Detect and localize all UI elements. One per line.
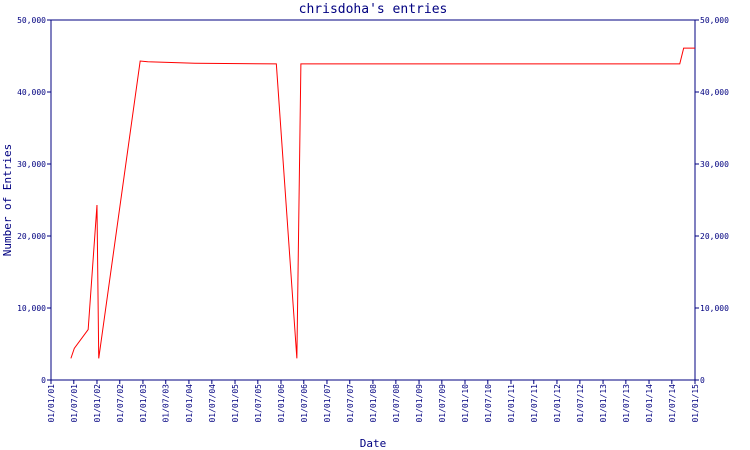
x-tick-label: 01/07/11 bbox=[530, 384, 539, 423]
y2-tick-label: 10,000 bbox=[700, 304, 729, 313]
x-tick-label: 01/01/05 bbox=[231, 384, 240, 423]
x-tick-label: 01/01/08 bbox=[369, 384, 378, 423]
x-tick-label: 01/07/01 bbox=[70, 384, 79, 423]
x-tick-label: 01/01/07 bbox=[323, 384, 332, 423]
y2-tick-label: 20,000 bbox=[700, 232, 729, 241]
x-tick-label: 01/07/04 bbox=[208, 384, 217, 423]
y-tick-label: 20,000 bbox=[17, 232, 46, 241]
x-tick-label: 01/01/11 bbox=[507, 384, 516, 423]
plot-frame bbox=[50, 19, 696, 381]
x-tick-label: 01/07/06 bbox=[300, 384, 309, 423]
x-tick-label: 01/07/07 bbox=[346, 384, 355, 423]
y-tick-label: 10,000 bbox=[17, 304, 46, 313]
x-tick-label: 01/01/13 bbox=[599, 384, 608, 423]
x-tick-label: 01/07/08 bbox=[392, 384, 401, 423]
x-tick-label: 01/07/09 bbox=[438, 384, 447, 423]
x-tick-label: 01/07/13 bbox=[622, 384, 631, 423]
data-line bbox=[70, 47, 695, 359]
x-tick-label: 01/01/09 bbox=[415, 384, 424, 423]
x-tick-label: 01/07/02 bbox=[116, 384, 125, 423]
y-tick-label: 0 bbox=[41, 376, 46, 385]
x-tick-label: 01/01/02 bbox=[93, 384, 102, 423]
x-tick-label: 01/01/14 bbox=[645, 384, 654, 423]
x-tick-label: 01/01/10 bbox=[461, 384, 470, 423]
y2-tick-label: 50,000 bbox=[700, 16, 729, 25]
x-tick-label: 01/01/04 bbox=[185, 384, 194, 423]
x-tick-label: 01/01/12 bbox=[553, 384, 562, 423]
chart-title: chrisdoha's entries bbox=[299, 2, 448, 17]
y-tick-label: 40,000 bbox=[17, 88, 46, 97]
y-tick-label: 50,000 bbox=[17, 16, 46, 25]
y2-tick-label: 30,000 bbox=[700, 160, 729, 169]
x-tick-label: 01/01/15 bbox=[691, 384, 700, 423]
x-tick-label: 01/01/06 bbox=[277, 384, 286, 423]
x-axis-label: Date bbox=[360, 437, 387, 450]
y-tick-label: 30,000 bbox=[17, 160, 46, 169]
x-tick-label: 01/07/10 bbox=[484, 384, 493, 423]
x-tick-label: 01/01/01 bbox=[47, 384, 56, 423]
x-tick-label: 01/01/03 bbox=[139, 384, 148, 423]
x-tick-label: 01/07/05 bbox=[254, 384, 263, 423]
y2-tick-label: 40,000 bbox=[700, 88, 729, 97]
y-axis-label: Number of Entries bbox=[1, 144, 14, 257]
x-tick-label: 01/07/14 bbox=[668, 384, 677, 423]
x-tick-label: 01/07/12 bbox=[576, 384, 585, 423]
y2-tick-label: 0 bbox=[700, 376, 705, 385]
x-tick-label: 01/07/03 bbox=[162, 384, 171, 423]
